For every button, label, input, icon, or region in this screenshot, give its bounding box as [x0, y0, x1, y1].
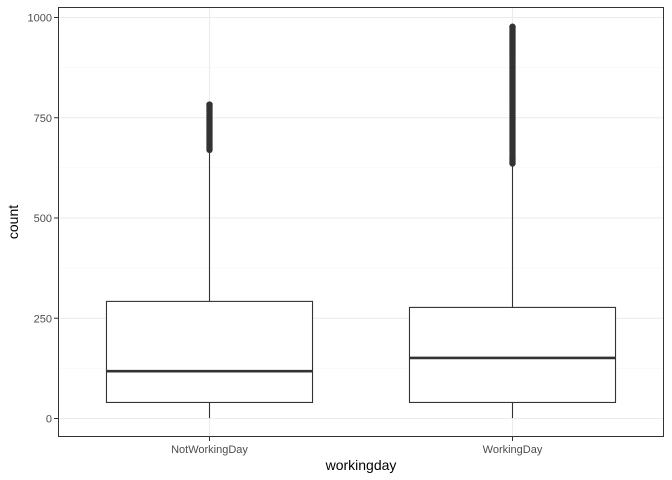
- x-axis-title: workingday: [325, 457, 397, 473]
- y-tick-label: 250: [34, 313, 52, 325]
- y-tick-label: 750: [34, 113, 52, 125]
- x-axis: NotWorkingDay WorkingDay: [171, 437, 543, 456]
- x-tick-label: NotWorkingDay: [171, 444, 248, 456]
- y-tick-label: 500: [34, 213, 52, 225]
- y-axis: 0 250 500 750 1000: [28, 13, 58, 426]
- box-iqr: [105, 300, 314, 404]
- outlier-point: [509, 23, 516, 30]
- box-NotWorkingDay: [105, 101, 314, 419]
- outlier-point: [206, 101, 213, 108]
- y-axis-title: count: [5, 205, 21, 239]
- y-tick-label: 1000: [28, 13, 52, 25]
- x-tick-label: WorkingDay: [483, 444, 543, 456]
- box-iqr: [408, 306, 617, 404]
- y-tick-label: 0: [46, 414, 52, 426]
- panel-border: [58, 7, 664, 437]
- box-series: [105, 23, 617, 419]
- box-WorkingDay: [408, 23, 617, 419]
